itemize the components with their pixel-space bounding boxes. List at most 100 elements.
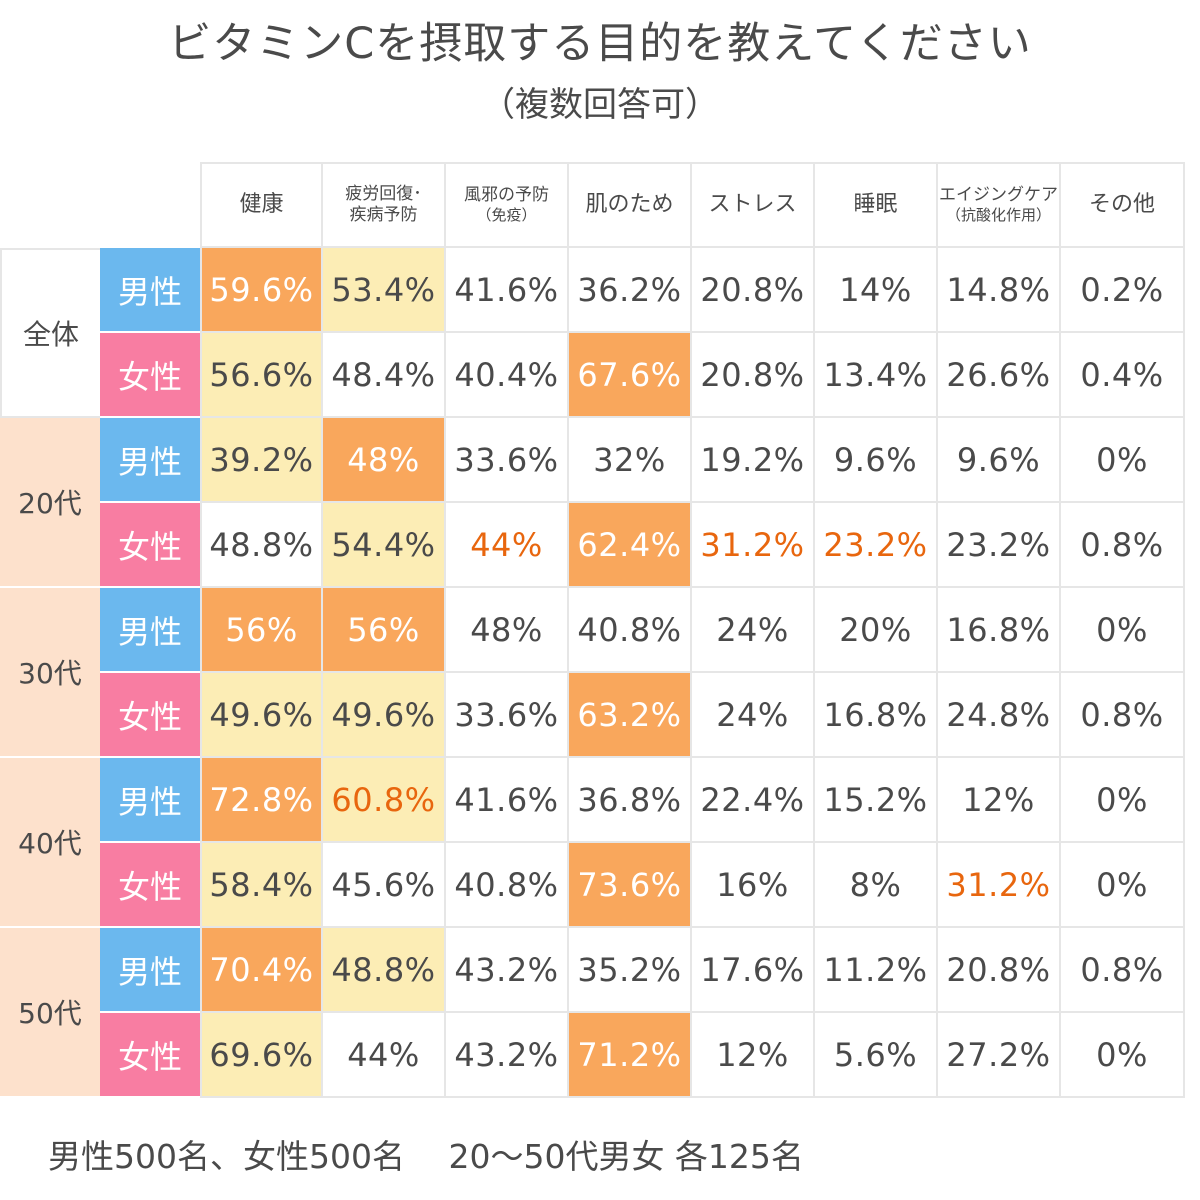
table-cell-value: 71.2%	[569, 1013, 692, 1098]
table-cell-value: 31.2%	[692, 503, 815, 588]
sex-label-male: 男性	[100, 588, 200, 673]
table-cell-value: 40.8%	[569, 588, 692, 673]
column-header-label: 肌のため	[585, 191, 674, 217]
group-label: 30代	[0, 588, 100, 758]
table-cell-value: 67.6%	[569, 333, 692, 418]
table-cell-value: 69.6%	[200, 1013, 323, 1098]
table-cell-value: 35.2%	[569, 928, 692, 1013]
table-cell-value: 0.4%	[1061, 333, 1185, 418]
sex-label-female: 女性	[100, 843, 200, 928]
column-header-sublabel: 疾病予防	[349, 205, 418, 225]
column-header-label: ストレス	[708, 191, 797, 217]
column-header: 風邪の予防 （免疫）	[446, 162, 569, 248]
table-cell-value: 40.4%	[446, 333, 569, 418]
table-cell-value: 8%	[815, 843, 938, 928]
table-cell-value: 20.8%	[692, 248, 815, 333]
column-header-label: その他	[1088, 191, 1155, 217]
table-cell-value: 20.8%	[938, 928, 1061, 1013]
table-cell-value: 63.2%	[569, 673, 692, 758]
column-header: エイジングケア （抗酸化作用）	[938, 162, 1061, 248]
table-cell-value: 0%	[1061, 843, 1185, 928]
sex-label-male: 男性	[100, 758, 200, 843]
table-cell-value: 48.4%	[323, 333, 446, 418]
column-header-label: エイジングケア	[939, 185, 1058, 205]
table-cell-value: 40.8%	[446, 843, 569, 928]
table-cell-value: 33.6%	[446, 673, 569, 758]
column-header-label: 睡眠	[853, 191, 898, 217]
table-cell-value: 60.8%	[323, 758, 446, 843]
table-cell-value: 56%	[200, 588, 323, 673]
table-cell-value: 9.6%	[815, 418, 938, 503]
chart-title: ビタミンCを摂取する目的を教えてください	[168, 19, 1032, 69]
sex-label-male: 男性	[100, 928, 200, 1013]
table-cell-value: 36.2%	[569, 248, 692, 333]
table-cell-value: 15.2%	[815, 758, 938, 843]
column-header-sublabel: （免疫）	[476, 206, 537, 225]
table-cell-value: 14.8%	[938, 248, 1061, 333]
table-cell-value: 36.8%	[569, 758, 692, 843]
table-cell-value: 0%	[1061, 758, 1185, 843]
column-header: 健康	[200, 162, 323, 248]
table-cell-value: 16.8%	[815, 673, 938, 758]
group-label: 20代	[0, 418, 100, 588]
table-cell-value: 43.2%	[446, 1013, 569, 1098]
table-cell-value: 11.2%	[815, 928, 938, 1013]
sex-label-female: 女性	[100, 333, 200, 418]
table-cell-value: 0%	[1061, 588, 1185, 673]
column-header-label: 健康	[239, 191, 284, 217]
column-header: 肌のため	[569, 162, 692, 248]
table-cell-value: 45.6%	[323, 843, 446, 928]
table-cell-value: 0.8%	[1061, 928, 1185, 1013]
table-cell-value: 26.6%	[938, 333, 1061, 418]
table-cell-value: 56.6%	[200, 333, 323, 418]
table-cell-value: 48%	[446, 588, 569, 673]
table-cell-value: 58.4%	[200, 843, 323, 928]
table-cell-value: 70.4%	[200, 928, 323, 1013]
table-cell-value: 22.4%	[692, 758, 815, 843]
table-cell-value: 48.8%	[323, 928, 446, 1013]
table-cell-value: 49.6%	[200, 673, 323, 758]
table-cell-value: 24%	[692, 588, 815, 673]
table-cell-value: 54.4%	[323, 503, 446, 588]
table-cell-value: 16%	[692, 843, 815, 928]
table-cell-value: 16.8%	[938, 588, 1061, 673]
table-cell-value: 5.6%	[815, 1013, 938, 1098]
table-cell-value: 43.2%	[446, 928, 569, 1013]
group-label: 全体	[0, 248, 100, 418]
group-label: 40代	[0, 758, 100, 928]
table-cell-value: 48%	[323, 418, 446, 503]
table-cell-value: 20.8%	[692, 333, 815, 418]
sex-label-female: 女性	[100, 673, 200, 758]
column-header-sublabel: （抗酸化作用）	[945, 206, 1051, 225]
table-cell-value: 17.6%	[692, 928, 815, 1013]
table-cell-value: 12%	[938, 758, 1061, 843]
table-cell-value: 73.6%	[569, 843, 692, 928]
table-cell-value: 13.4%	[815, 333, 938, 418]
table-cell-value: 48.8%	[200, 503, 323, 588]
sample-note: 男性500名、女性500名 20～50代男女 各125名	[48, 1137, 804, 1176]
table-cell-value: 19.2%	[692, 418, 815, 503]
sex-label-female: 女性	[100, 503, 200, 588]
column-header-label: 疲労回復･	[345, 183, 422, 204]
table-cell-value: 0.2%	[1061, 248, 1185, 333]
table-cell-value: 9.6%	[938, 418, 1061, 503]
table-cell-value: 44%	[446, 503, 569, 588]
table-cell-value: 41.6%	[446, 758, 569, 843]
table-cell-value: 49.6%	[323, 673, 446, 758]
table-cell-value: 24%	[692, 673, 815, 758]
sex-label-male: 男性	[100, 418, 200, 503]
table-cell-value: 0.8%	[1061, 673, 1185, 758]
table-cell-value: 72.8%	[200, 758, 323, 843]
table-cell-value: 44%	[323, 1013, 446, 1098]
table-cell-value: 27.2%	[938, 1013, 1061, 1098]
table-cell-value: 59.6%	[200, 248, 323, 333]
table-cell-value: 24.8%	[938, 673, 1061, 758]
column-header-label: 風邪の予防	[464, 185, 549, 205]
table-cell-value: 23.2%	[938, 503, 1061, 588]
table-cell-value: 53.4%	[323, 248, 446, 333]
table-cell-value: 0%	[1061, 1013, 1185, 1098]
table-cell-value: 41.6%	[446, 248, 569, 333]
table-cell-value: 0.8%	[1061, 503, 1185, 588]
table-cell-value: 23.2%	[815, 503, 938, 588]
